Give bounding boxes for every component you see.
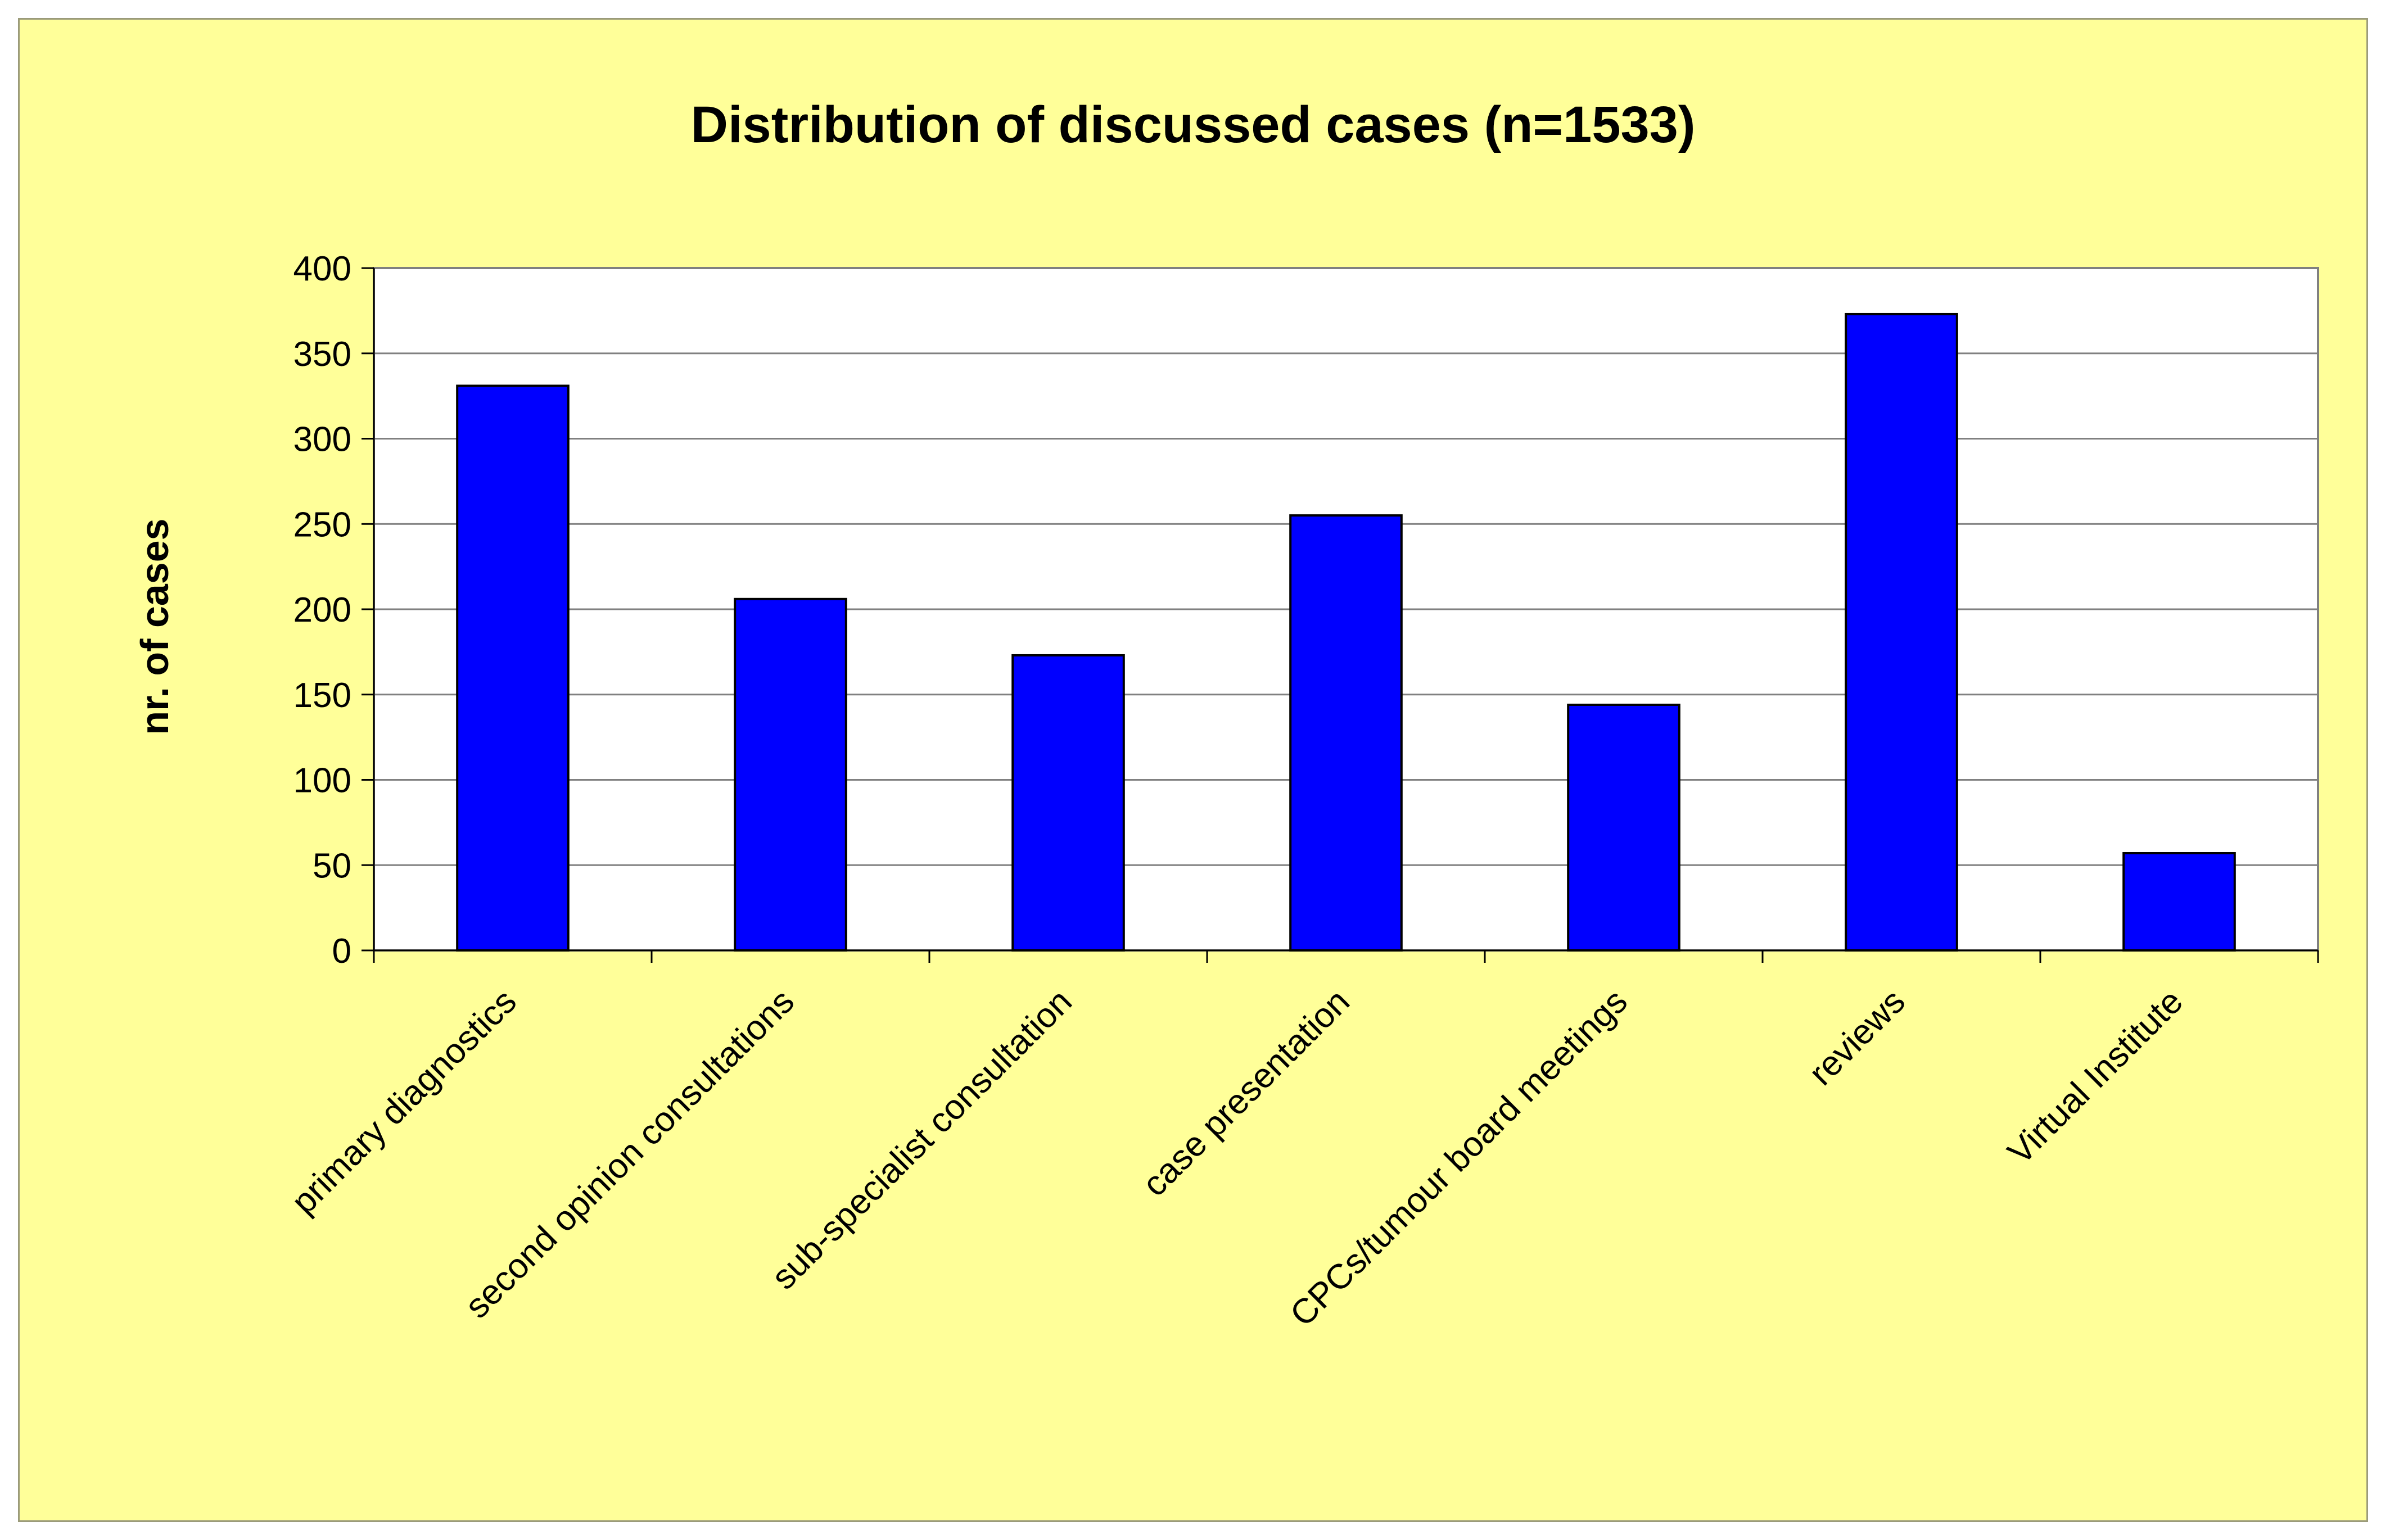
x-category-label: case presentation — [1135, 982, 1357, 1204]
bar-4 — [1567, 703, 1680, 952]
bar-1 — [734, 597, 847, 952]
x-category-label: primary diagnostics — [284, 982, 523, 1221]
bar-0 — [456, 384, 570, 952]
y-tick-label: 350 — [293, 335, 351, 374]
y-tick-label: 100 — [293, 762, 351, 800]
x-category-label: CPCs/tumour board meetings — [1283, 982, 1635, 1334]
x-category-label: Virtual Institute — [2000, 982, 2190, 1172]
chart-title: Distribution of discussed cases (n=1533) — [690, 96, 1696, 153]
y-tick-label: 250 — [293, 505, 351, 544]
x-category-label: second opinion consultations — [458, 982, 802, 1326]
y-tick-label: 200 — [293, 591, 351, 629]
bar-5 — [1845, 312, 1958, 952]
y-tick-label: 0 — [332, 932, 351, 971]
bar-2 — [1011, 654, 1125, 952]
y-tick-label: 50 — [313, 846, 351, 885]
y-tick-label: 300 — [293, 420, 351, 459]
y-tick-label: 150 — [293, 676, 351, 715]
bar-3 — [1289, 514, 1403, 952]
axes — [362, 267, 2319, 963]
x-category-label: reviews — [1801, 982, 1912, 1093]
bar-6 — [2122, 852, 2236, 952]
x-category-label: sub-specialist consultation — [764, 982, 1079, 1297]
y-tick-label: 400 — [293, 250, 351, 288]
y-tick-labels: 0 50 100 150 200 250 300 350 400 — [293, 250, 351, 971]
